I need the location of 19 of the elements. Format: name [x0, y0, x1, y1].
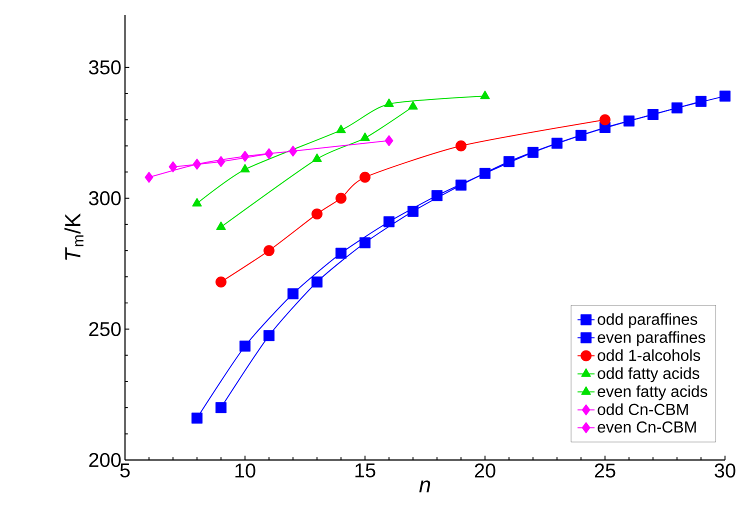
legend-label: odd 1-alcohols — [598, 349, 700, 361]
x-tick-label: 15 — [355, 464, 376, 478]
y-tick-label: 300 — [89, 191, 121, 206]
legend-label: even paraffines — [598, 331, 706, 346]
legend-label: even fatty acids — [598, 385, 708, 400]
x-axis-title: n — [419, 480, 430, 492]
x-tick-label: 10 — [235, 464, 256, 478]
x-tick-label: 20 — [474, 464, 496, 478]
y-tick-label: 200 — [89, 452, 121, 468]
x-tick-label: 5 — [120, 464, 130, 478]
legend-label: odd fatty acids — [598, 367, 700, 382]
y-tick-label: 350 — [89, 60, 121, 74]
y-tick-label: 250 — [89, 322, 121, 336]
x-tick-label: 30 — [714, 464, 736, 478]
x-tick-label: 25 — [594, 464, 616, 478]
legend-label: odd paraffines — [598, 313, 698, 328]
y-axis-title: T$_{m}$/K — [64, 213, 84, 260]
legend-label: odd Cn-CBM — [598, 403, 688, 416]
legend-label: even Cn-CBM — [598, 421, 696, 433]
